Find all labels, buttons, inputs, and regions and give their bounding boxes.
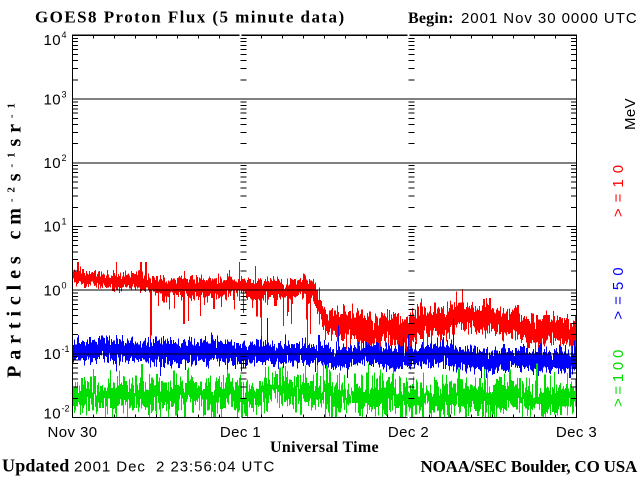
svg-text:1: 1 — [62, 217, 67, 227]
svg-text:Begin:: Begin: — [408, 10, 454, 27]
svg-text:2001 Nov 30 0000 UTC: 2001 Nov 30 0000 UTC — [461, 10, 638, 27]
svg-text:>=100: >=100 — [610, 346, 627, 407]
svg-text:10: 10 — [44, 282, 62, 299]
svg-text:NOAA/SEC Boulder, CO USA: NOAA/SEC Boulder, CO USA — [421, 457, 638, 476]
svg-text:10: 10 — [44, 155, 62, 172]
svg-text:2001 Dec 2 23:56:04 UTC: 2001 Dec 2 23:56:04 UTC — [74, 459, 275, 476]
svg-text:10: 10 — [44, 32, 62, 49]
svg-text:MeV: MeV — [622, 98, 639, 130]
svg-text:10: 10 — [44, 346, 62, 363]
svg-text:-1: -1 — [62, 344, 70, 354]
svg-text:2: 2 — [62, 153, 67, 163]
svg-text:10: 10 — [44, 405, 62, 422]
svg-text:Dec 1: Dec 1 — [220, 424, 261, 441]
svg-text:10: 10 — [44, 91, 62, 108]
svg-text:Nov 30: Nov 30 — [48, 424, 98, 441]
svg-text:-2: -2 — [62, 403, 70, 413]
svg-text:>=10: >=10 — [610, 159, 627, 217]
svg-text:4: 4 — [62, 30, 67, 40]
svg-text:Updated: Updated — [2, 456, 69, 476]
svg-text:0: 0 — [62, 280, 67, 290]
svg-text:Universal Time: Universal Time — [270, 439, 379, 456]
svg-text:Dec 2: Dec 2 — [388, 424, 429, 441]
svg-text:GOES8 Proton Flux (5 minute da: GOES8 Proton Flux (5 minute data) — [35, 8, 346, 27]
svg-text:Particles cm-2s-1sr-1: Particles cm-2s-1sr-1 — [4, 97, 26, 378]
svg-text:3: 3 — [62, 89, 67, 99]
svg-text:Dec 3: Dec 3 — [556, 424, 597, 441]
svg-text:>=50: >=50 — [610, 261, 627, 319]
svg-text:10: 10 — [44, 219, 62, 236]
